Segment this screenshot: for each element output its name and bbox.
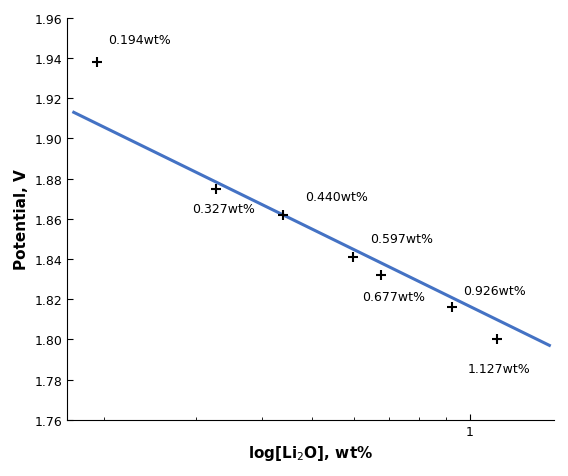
Text: 0.926wt%: 0.926wt% bbox=[463, 285, 526, 298]
Text: 0.597wt%: 0.597wt% bbox=[370, 232, 433, 246]
Text: 0.677wt%: 0.677wt% bbox=[362, 290, 425, 304]
X-axis label: log[Li$_2$O], wt%: log[Li$_2$O], wt% bbox=[248, 443, 373, 462]
Text: 0.327wt%: 0.327wt% bbox=[192, 202, 254, 215]
Text: 0.194wt%: 0.194wt% bbox=[108, 34, 171, 47]
Text: 1.127wt%: 1.127wt% bbox=[468, 363, 531, 376]
Text: 0.440wt%: 0.440wt% bbox=[305, 190, 367, 203]
Y-axis label: Potential, V: Potential, V bbox=[14, 169, 29, 269]
